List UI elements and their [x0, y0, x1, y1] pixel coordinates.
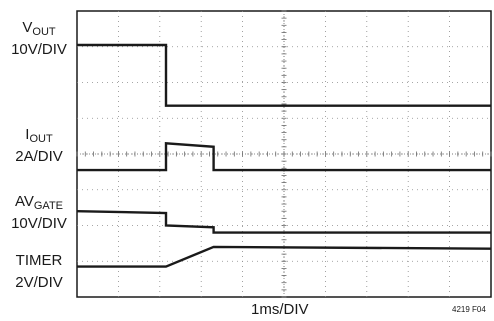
- channel-label-iout: IOUT 2A/DIV: [15, 126, 63, 165]
- traces: [76, 43, 492, 268]
- channel-label-avgate: AVGATE 10V/DIV: [11, 193, 67, 232]
- iout-trace: [77, 142, 491, 172]
- timer-trace: [77, 245, 492, 268]
- vout-trace: [77, 43, 491, 107]
- channel-label-timer: TIMER 2V/DIV: [15, 252, 63, 291]
- avgate-trace: [76, 210, 491, 234]
- grid: [76, 10, 492, 298]
- channel-label-vout: VOUT 10V/DIV: [11, 19, 67, 58]
- x-axis-label: 1ms/DIV: [251, 301, 309, 318]
- figure-id: 4219 F04: [452, 305, 486, 314]
